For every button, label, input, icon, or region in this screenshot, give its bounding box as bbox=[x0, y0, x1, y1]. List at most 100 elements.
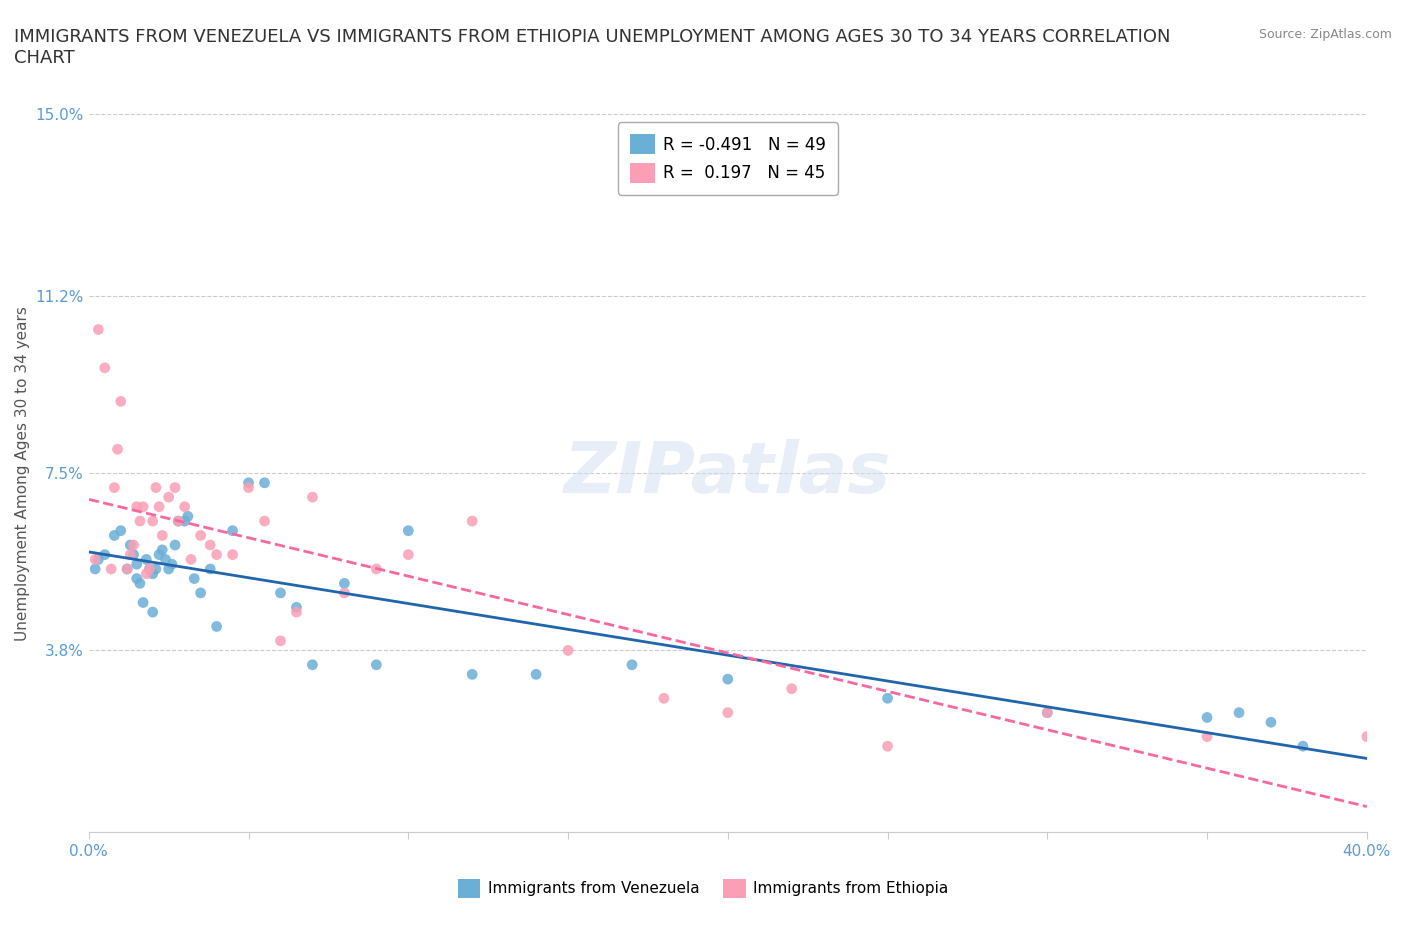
Point bbox=[1260, 715, 1282, 730]
Point bbox=[183, 571, 205, 586]
Point bbox=[150, 542, 173, 557]
Point bbox=[138, 562, 160, 577]
Point bbox=[1227, 705, 1250, 720]
Point bbox=[142, 604, 165, 619]
Y-axis label: Unemployment Among Ages 30 to 34 years: Unemployment Among Ages 30 to 34 years bbox=[15, 306, 30, 641]
Point bbox=[125, 557, 148, 572]
Point bbox=[180, 552, 202, 567]
Point bbox=[333, 586, 356, 601]
Point bbox=[717, 671, 740, 686]
Point bbox=[876, 738, 898, 753]
Point bbox=[333, 576, 356, 591]
Point bbox=[107, 442, 129, 457]
Text: ZIPatlas: ZIPatlas bbox=[564, 439, 891, 508]
Point bbox=[125, 571, 148, 586]
Point bbox=[200, 562, 222, 577]
Point bbox=[160, 557, 183, 572]
Point bbox=[620, 658, 643, 672]
Point bbox=[876, 691, 898, 706]
Point bbox=[190, 528, 212, 543]
Point bbox=[173, 499, 195, 514]
Point bbox=[165, 538, 187, 552]
Point bbox=[524, 667, 547, 682]
Point bbox=[94, 361, 117, 376]
Point bbox=[100, 562, 122, 577]
Point bbox=[190, 586, 212, 601]
Point bbox=[301, 490, 323, 505]
Point bbox=[148, 547, 170, 562]
Point bbox=[157, 490, 180, 505]
Point bbox=[396, 547, 419, 562]
Point bbox=[205, 547, 228, 562]
Text: IMMIGRANTS FROM VENEZUELA VS IMMIGRANTS FROM ETHIOPIA UNEMPLOYMENT AMONG AGES 30: IMMIGRANTS FROM VENEZUELA VS IMMIGRANTS … bbox=[14, 28, 1171, 67]
Point bbox=[103, 528, 125, 543]
Point bbox=[1197, 710, 1219, 724]
Point bbox=[155, 552, 177, 567]
Point bbox=[1197, 729, 1219, 744]
Point bbox=[221, 524, 243, 538]
Point bbox=[301, 658, 323, 672]
Point bbox=[167, 513, 190, 528]
Point bbox=[461, 667, 484, 682]
Point bbox=[269, 586, 291, 601]
Point bbox=[103, 480, 125, 495]
Point bbox=[366, 562, 388, 577]
Legend: Immigrants from Venezuela, Immigrants from Ethiopia: Immigrants from Venezuela, Immigrants fr… bbox=[451, 873, 955, 904]
Point bbox=[167, 513, 190, 528]
Point bbox=[142, 566, 165, 581]
Point bbox=[253, 475, 276, 490]
Point bbox=[1036, 705, 1059, 720]
Point bbox=[205, 619, 228, 634]
Point bbox=[366, 658, 388, 672]
Point bbox=[148, 499, 170, 514]
Text: Source: ZipAtlas.com: Source: ZipAtlas.com bbox=[1258, 28, 1392, 41]
Point bbox=[84, 562, 107, 577]
Point bbox=[780, 682, 803, 697]
Point bbox=[285, 600, 308, 615]
Point bbox=[129, 576, 152, 591]
Point bbox=[120, 538, 142, 552]
Point bbox=[717, 705, 740, 720]
Point bbox=[87, 322, 110, 337]
Point bbox=[557, 643, 579, 658]
Point bbox=[221, 547, 243, 562]
Point bbox=[132, 499, 155, 514]
Point bbox=[285, 604, 308, 619]
Point bbox=[238, 475, 260, 490]
Point bbox=[115, 562, 138, 577]
Point bbox=[157, 562, 180, 577]
Point bbox=[1036, 705, 1059, 720]
Point bbox=[142, 513, 165, 528]
Point bbox=[122, 538, 145, 552]
Point bbox=[150, 528, 173, 543]
Point bbox=[652, 691, 675, 706]
Point bbox=[94, 547, 117, 562]
Point bbox=[120, 547, 142, 562]
Point bbox=[396, 524, 419, 538]
Point bbox=[125, 499, 148, 514]
Point bbox=[253, 513, 276, 528]
Point bbox=[135, 566, 157, 581]
Point bbox=[132, 595, 155, 610]
Point bbox=[145, 562, 167, 577]
Point bbox=[84, 552, 107, 567]
Point bbox=[1292, 738, 1315, 753]
Point bbox=[135, 552, 157, 567]
Point bbox=[145, 480, 167, 495]
Point bbox=[115, 562, 138, 577]
Legend: R = -0.491   N = 49, R =  0.197   N = 45: R = -0.491 N = 49, R = 0.197 N = 45 bbox=[619, 123, 838, 194]
Point bbox=[269, 633, 291, 648]
Point bbox=[138, 562, 160, 577]
Point bbox=[173, 513, 195, 528]
Point bbox=[129, 513, 152, 528]
Point bbox=[200, 538, 222, 552]
Point bbox=[165, 480, 187, 495]
Point bbox=[1355, 729, 1378, 744]
Point bbox=[461, 513, 484, 528]
Point bbox=[110, 394, 132, 409]
Point bbox=[177, 509, 200, 524]
Point bbox=[238, 480, 260, 495]
Point bbox=[110, 524, 132, 538]
Point bbox=[87, 552, 110, 567]
Point bbox=[122, 547, 145, 562]
